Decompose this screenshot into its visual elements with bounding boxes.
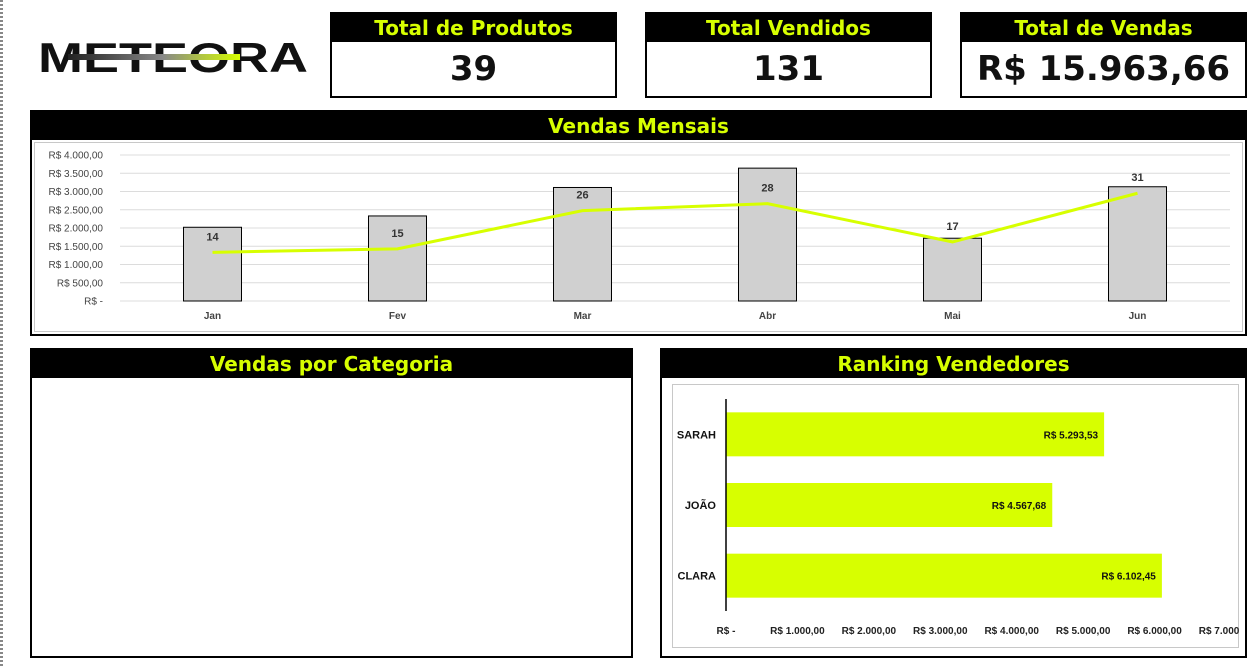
data-label: R$ 4.567,68 bbox=[992, 501, 1047, 512]
y-tick-label: R$ - bbox=[84, 297, 103, 308]
x-tick-label: R$ 3.000,00 bbox=[913, 626, 968, 637]
quantity-line bbox=[213, 193, 1138, 252]
category-label: SARAH bbox=[677, 429, 716, 441]
x-tick-label: Jun bbox=[1129, 311, 1147, 322]
y-tick-label: R$ 1.500,00 bbox=[49, 242, 104, 253]
kpi-title: Total de Vendas bbox=[962, 14, 1245, 42]
seller-ranking-panel: Ranking Vendedores R$ - R$ 1.000,00 R$ 2.0… bbox=[660, 348, 1247, 658]
category-sales-panel: Vendas por Categoria bbox=[30, 348, 633, 658]
x-tick-label: R$ 4.000,00 bbox=[984, 626, 1039, 637]
kpi-value: R$ 15.963,66 bbox=[962, 42, 1245, 96]
x-tick-label: R$ 5.000,00 bbox=[1056, 626, 1111, 637]
bar bbox=[1109, 187, 1167, 301]
kpi-value: 131 bbox=[647, 42, 930, 96]
monthly-sales-chart: R$ - R$ 500,00 R$ 1.000,00 R$ 1.500,00 R$ 2.… bbox=[35, 143, 1244, 333]
x-tick-label: Mai bbox=[944, 311, 961, 322]
x-tick-label: R$ 7.000,00 bbox=[1199, 626, 1240, 637]
data-label: R$ 6.102,45 bbox=[1101, 572, 1156, 583]
x-tick-label: Abr bbox=[759, 311, 776, 322]
panel-title: Ranking Vendedores bbox=[662, 350, 1245, 378]
kpi-title: Total de Produtos bbox=[332, 14, 615, 42]
seller-ranking-chart: R$ - R$ 1.000,00 R$ 2.000,00 R$ 3.000,00 R$ … bbox=[673, 385, 1240, 649]
y-tick-label: R$ 1.000,00 bbox=[49, 260, 104, 271]
meteora-logo: METEORA bbox=[38, 36, 310, 80]
y-tick-label: R$ 2.500,00 bbox=[49, 205, 104, 216]
monthly-chart-area: R$ - R$ 500,00 R$ 1.000,00 R$ 1.500,00 R$ 2.… bbox=[34, 142, 1243, 332]
x-tick-label: R$ 6.000,00 bbox=[1127, 626, 1182, 637]
data-label: 31 bbox=[1131, 172, 1143, 184]
y-tick-label: R$ 3.500,00 bbox=[49, 169, 104, 180]
y-tick-label: R$ 500,00 bbox=[57, 278, 104, 289]
monthly-sales-panel: Vendas Mensais R$ - R$ 500,00 R$ 1.000,00 R… bbox=[30, 110, 1247, 336]
y-tick-label: R$ 2.000,00 bbox=[49, 224, 104, 235]
x-tick-label: R$ - bbox=[717, 626, 736, 637]
y-tick-label: R$ 4.000,00 bbox=[49, 151, 104, 162]
data-label: 17 bbox=[946, 221, 958, 233]
bar bbox=[726, 554, 1162, 598]
data-label: 14 bbox=[206, 231, 219, 243]
category-label: CLARA bbox=[678, 571, 717, 583]
kpi-title: Total Vendidos bbox=[647, 14, 930, 42]
data-label: 15 bbox=[391, 228, 403, 240]
x-tick-label: R$ 2.000,00 bbox=[842, 626, 897, 637]
kpi-total-produtos: Total de Produtos 39 bbox=[330, 12, 617, 98]
bar bbox=[554, 187, 612, 301]
kpi-total-vendas: Total de Vendas R$ 15.963,66 bbox=[960, 12, 1247, 98]
data-label: 28 bbox=[761, 183, 773, 195]
panel-title: Vendas por Categoria bbox=[32, 350, 631, 378]
data-label: R$ 5.293,53 bbox=[1044, 430, 1099, 441]
category-label: JOÃO bbox=[685, 499, 717, 512]
kpi-value: 39 bbox=[332, 42, 615, 96]
kpi-total-vendidos: Total Vendidos 131 bbox=[645, 12, 932, 98]
ranking-chart-area: R$ - R$ 1.000,00 R$ 2.000,00 R$ 3.000,00 R$ … bbox=[672, 384, 1239, 648]
x-tick-label: R$ 1.000,00 bbox=[770, 626, 825, 637]
data-label: 26 bbox=[576, 190, 588, 202]
x-tick-label: Fev bbox=[389, 311, 407, 322]
logo-stripe bbox=[68, 54, 240, 60]
x-tick-label: Jan bbox=[204, 311, 221, 322]
panel-title: Vendas Mensais bbox=[32, 112, 1245, 140]
y-tick-label: R$ 3.000,00 bbox=[49, 187, 104, 198]
x-tick-label: Mar bbox=[574, 311, 592, 322]
left-border bbox=[0, 0, 3, 668]
bar bbox=[924, 238, 982, 301]
